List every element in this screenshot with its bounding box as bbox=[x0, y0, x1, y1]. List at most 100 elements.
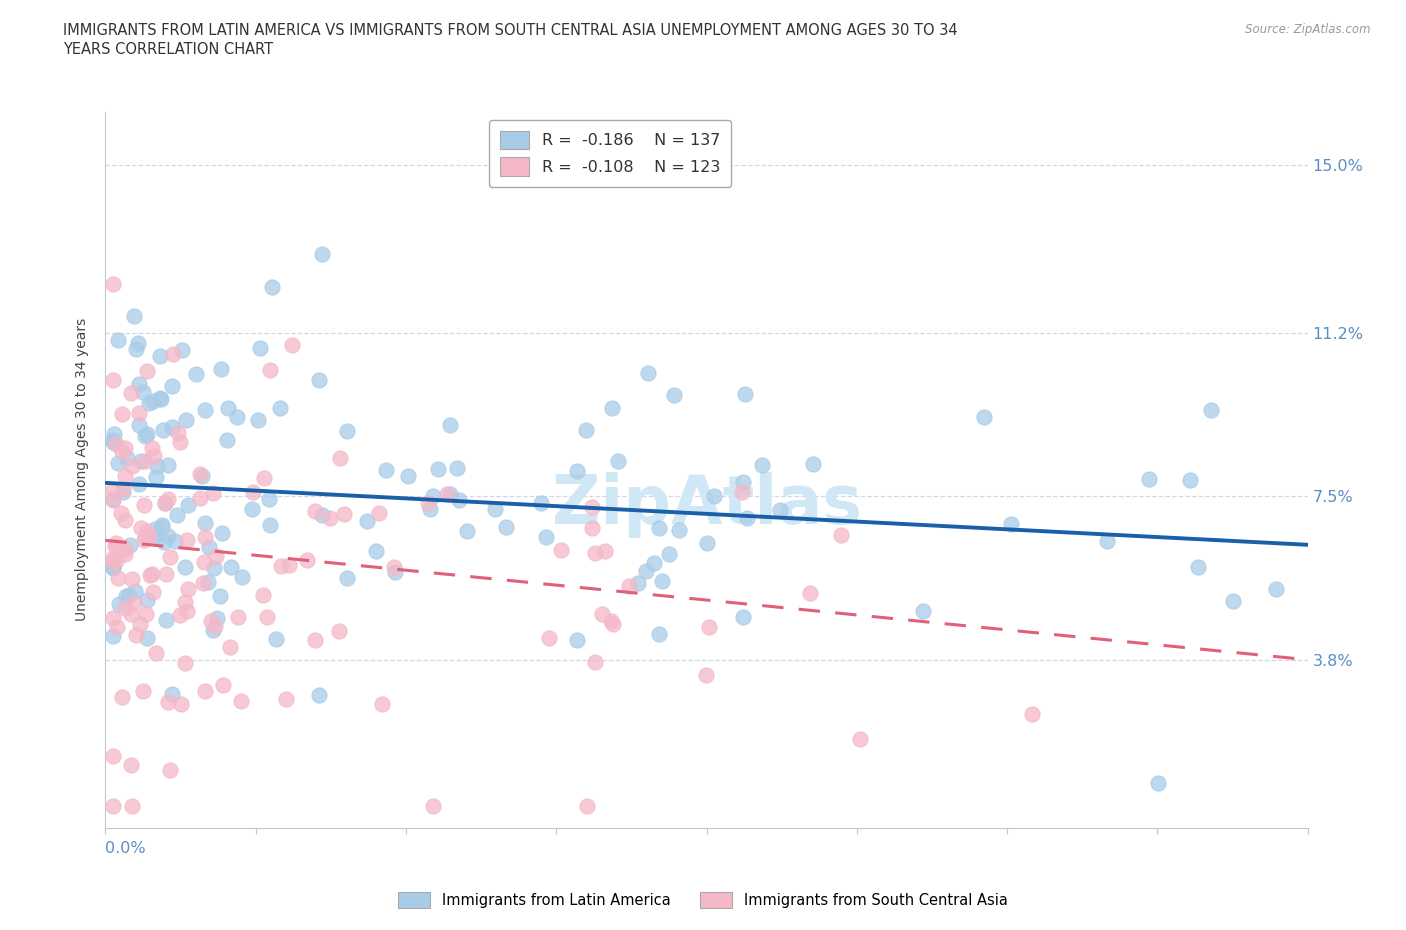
Point bbox=[593, 543, 616, 558]
Point bbox=[159, 763, 181, 777]
Point bbox=[129, 617, 152, 631]
Point bbox=[1222, 593, 1244, 608]
Point bbox=[132, 497, 155, 512]
Point bbox=[155, 495, 177, 510]
Point bbox=[120, 606, 142, 621]
Text: 0.0%: 0.0% bbox=[105, 841, 146, 856]
Point bbox=[565, 632, 588, 647]
Point bbox=[231, 569, 253, 584]
Point bbox=[118, 538, 141, 552]
Point bbox=[101, 492, 124, 507]
Point bbox=[176, 604, 198, 618]
Point bbox=[121, 798, 143, 813]
Point bbox=[186, 366, 208, 381]
Point bbox=[101, 483, 124, 498]
Point bbox=[422, 488, 444, 503]
Point bbox=[252, 588, 274, 603]
Point bbox=[142, 394, 165, 409]
Point bbox=[160, 419, 183, 434]
Point bbox=[128, 477, 150, 492]
Point bbox=[328, 624, 350, 639]
Point bbox=[125, 628, 148, 643]
Point bbox=[169, 608, 191, 623]
Point bbox=[696, 536, 718, 551]
Point bbox=[734, 387, 756, 402]
Point bbox=[188, 490, 211, 505]
Point bbox=[136, 427, 159, 442]
Point bbox=[1187, 559, 1209, 574]
Point bbox=[382, 560, 405, 575]
Point bbox=[139, 568, 162, 583]
Point bbox=[600, 400, 623, 415]
Point bbox=[495, 520, 517, 535]
Point bbox=[101, 749, 124, 764]
Point bbox=[111, 690, 134, 705]
Point bbox=[583, 655, 606, 670]
Point bbox=[801, 457, 824, 472]
Point bbox=[668, 523, 690, 538]
Point bbox=[122, 595, 145, 610]
Point bbox=[209, 362, 232, 377]
Point bbox=[703, 488, 725, 503]
Point bbox=[162, 346, 184, 361]
Point bbox=[336, 571, 359, 586]
Point bbox=[583, 546, 606, 561]
Point bbox=[619, 578, 641, 593]
Point bbox=[208, 588, 231, 603]
Point bbox=[141, 567, 163, 582]
Point bbox=[643, 556, 665, 571]
Point bbox=[217, 400, 239, 415]
Point bbox=[697, 619, 720, 634]
Point bbox=[257, 492, 280, 507]
Point bbox=[537, 631, 560, 645]
Point bbox=[101, 277, 124, 292]
Point bbox=[141, 441, 163, 456]
Point bbox=[165, 534, 187, 549]
Point bbox=[447, 493, 470, 508]
Point bbox=[333, 507, 356, 522]
Point bbox=[166, 426, 188, 441]
Point bbox=[201, 485, 224, 500]
Point bbox=[849, 731, 872, 746]
Point bbox=[226, 410, 249, 425]
Point bbox=[416, 495, 439, 510]
Point bbox=[136, 523, 159, 538]
Point bbox=[155, 612, 177, 627]
Point bbox=[115, 589, 138, 604]
Point bbox=[439, 486, 461, 501]
Point bbox=[150, 517, 173, 532]
Point bbox=[174, 656, 197, 671]
Point bbox=[115, 450, 138, 465]
Point bbox=[735, 511, 758, 525]
Point bbox=[114, 541, 136, 556]
Point bbox=[733, 475, 755, 490]
Point bbox=[599, 613, 621, 628]
Point bbox=[114, 512, 136, 527]
Point bbox=[419, 501, 441, 516]
Point bbox=[768, 503, 790, 518]
Point bbox=[129, 454, 152, 469]
Point bbox=[138, 396, 160, 411]
Point bbox=[132, 385, 155, 400]
Point bbox=[426, 461, 449, 476]
Point bbox=[259, 363, 281, 378]
Point bbox=[1137, 472, 1160, 486]
Point bbox=[270, 559, 292, 574]
Point bbox=[169, 434, 191, 449]
Point bbox=[121, 571, 143, 586]
Point bbox=[128, 418, 150, 432]
Point bbox=[114, 440, 136, 455]
Point bbox=[131, 684, 153, 698]
Point bbox=[177, 582, 200, 597]
Point bbox=[101, 551, 124, 565]
Point bbox=[120, 758, 142, 773]
Point bbox=[104, 538, 127, 553]
Point bbox=[256, 609, 278, 624]
Point bbox=[107, 571, 129, 586]
Point bbox=[530, 496, 553, 511]
Point bbox=[101, 610, 124, 625]
Point bbox=[194, 684, 217, 698]
Point bbox=[217, 432, 239, 447]
Point bbox=[249, 341, 271, 356]
Point bbox=[269, 401, 291, 416]
